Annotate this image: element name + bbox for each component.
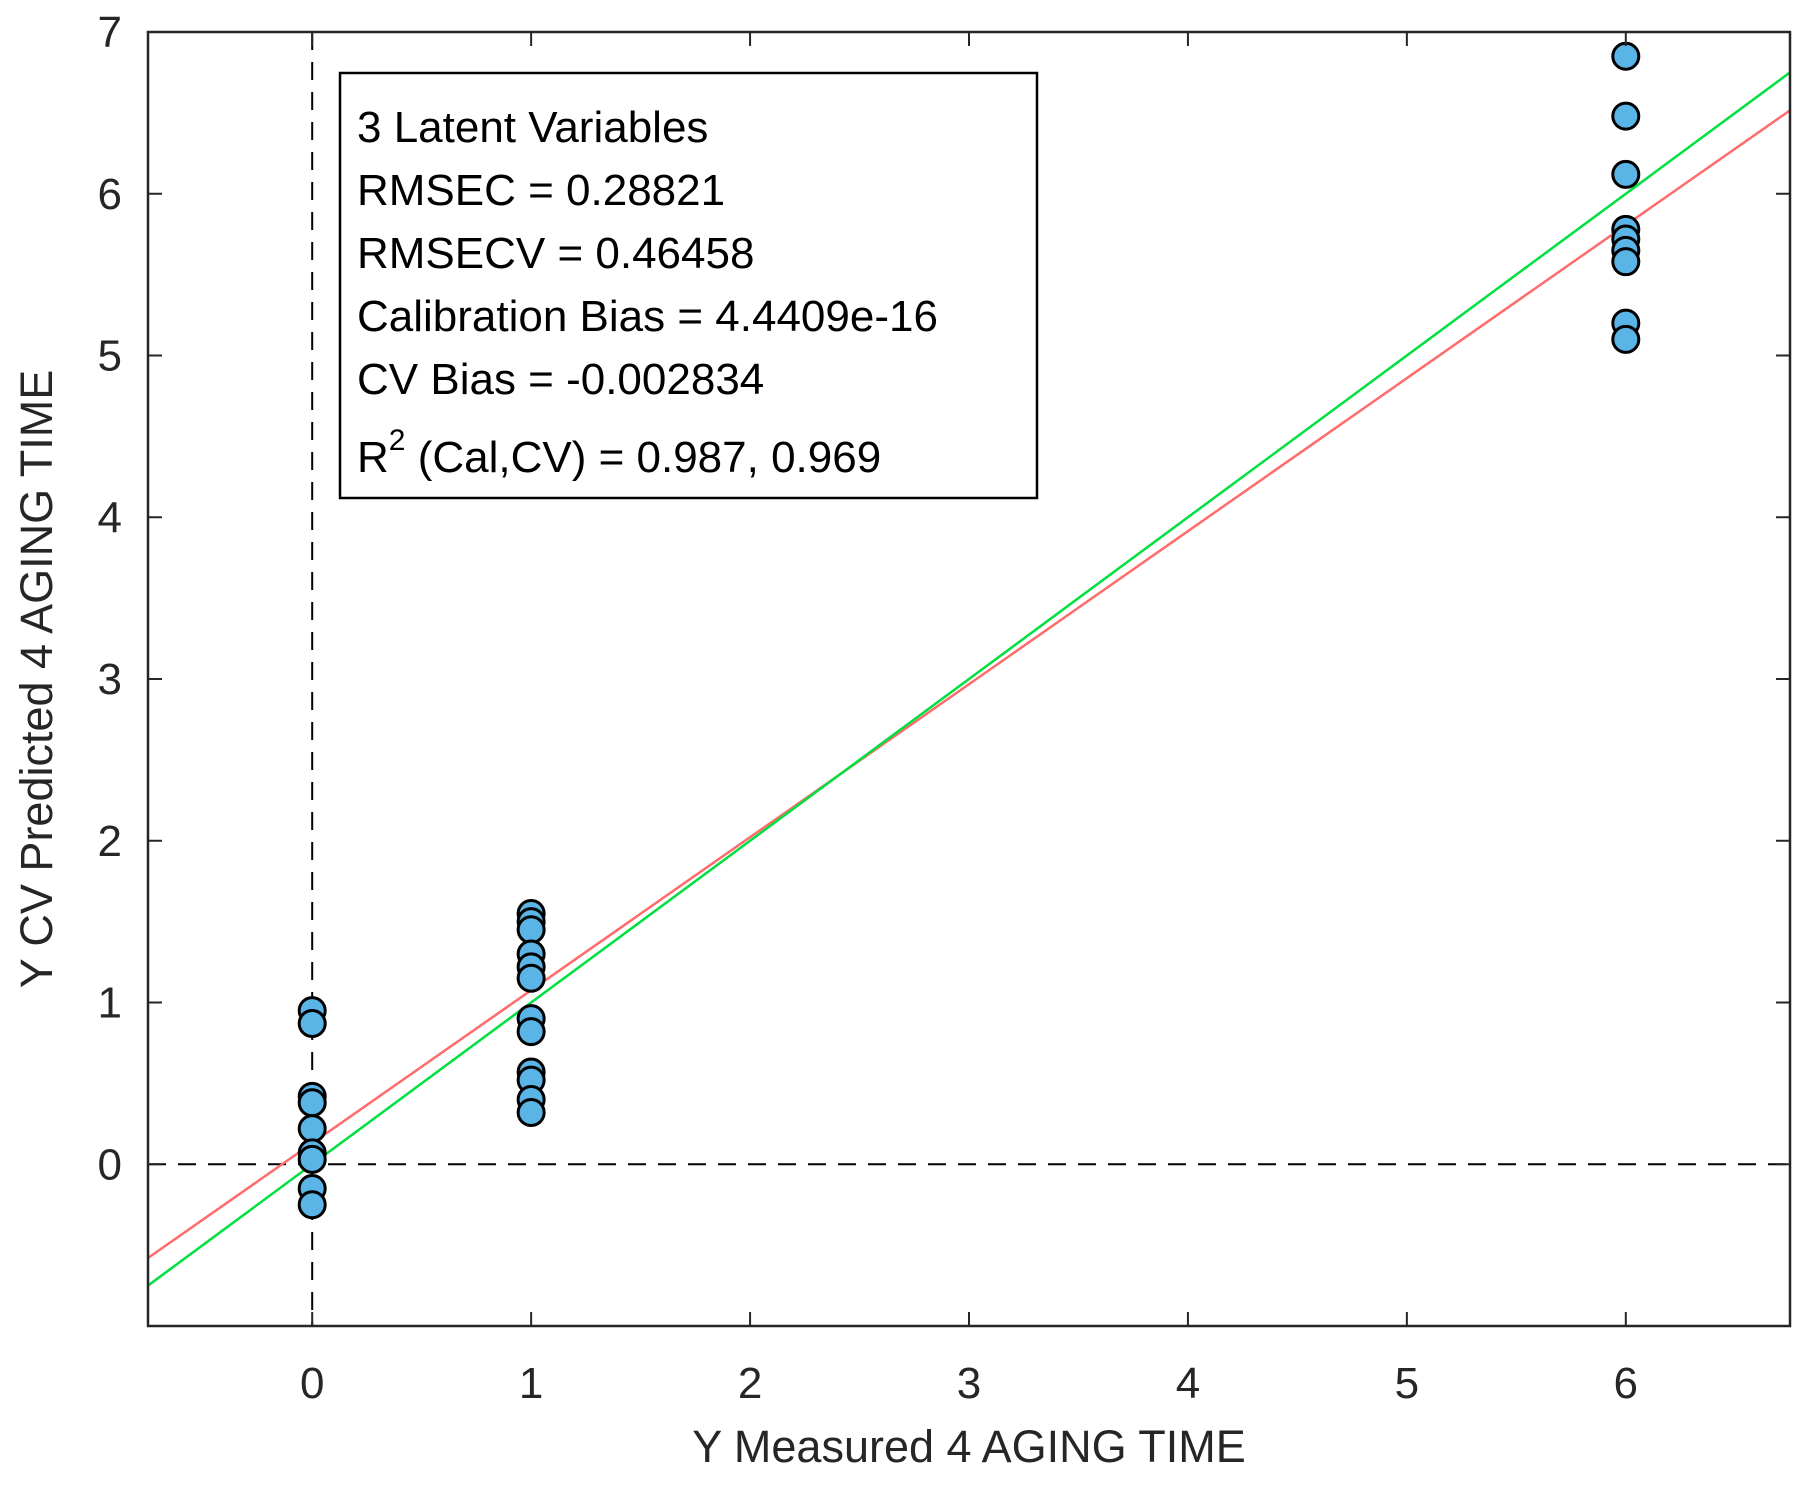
stat-calibration-bias: Calibration Bias = 4.4409e-16	[357, 292, 938, 341]
y-tick-label: 4	[98, 493, 122, 542]
data-point	[297, 1088, 327, 1118]
y-tick-label: 7	[98, 8, 122, 57]
x-tick-label: 5	[1395, 1359, 1419, 1408]
fit-line-green	[148, 71, 1790, 1287]
y-tick-label: 5	[98, 332, 122, 381]
data-point	[516, 1097, 546, 1127]
x-tick-label: 2	[738, 1359, 762, 1408]
stat-r-squared: R2 (Cal,CV) = 0.987, 0.969	[357, 424, 881, 482]
data-point	[516, 963, 546, 993]
data-point	[516, 1017, 546, 1047]
stats-box-frame	[338, 71, 1039, 500]
y-tick-label: 1	[98, 979, 122, 1028]
x-tick-label: 3	[957, 1359, 981, 1408]
x-axis-title: Y Measured 4 AGING TIME	[692, 1421, 1246, 1472]
data-point	[297, 1114, 327, 1144]
y-tick-label: 0	[98, 1140, 122, 1189]
r2-rest: (Cal,CV) = 0.987, 0.969	[405, 433, 881, 482]
data-point	[516, 915, 546, 945]
stat-cv-bias: CV Bias = -0.002834	[357, 355, 764, 404]
stat-rmsec: RMSEC = 0.28821	[357, 166, 725, 215]
r2-superscript: 2	[389, 424, 406, 457]
x-tick-label: 4	[1176, 1359, 1200, 1408]
stat-latent-variables: 3 Latent Variables	[357, 103, 708, 152]
y-tick-label: 6	[98, 170, 122, 219]
data-point	[1611, 159, 1641, 189]
data-point	[1611, 41, 1641, 71]
plot-area	[148, 32, 1790, 1326]
r2-base: R	[357, 433, 389, 482]
data-point	[1611, 324, 1641, 354]
y-tick-label: 2	[98, 817, 122, 866]
x-tick-label: 6	[1614, 1359, 1638, 1408]
y-axis-title: Y CV Predicted 4 AGING TIME	[11, 370, 62, 989]
data-point	[297, 1144, 327, 1174]
x-tick-label: 1	[519, 1359, 543, 1408]
fit-line-red	[148, 109, 1790, 1260]
stats-legend-box: 3 Latent Variables RMSEC = 0.28821 RMSEC…	[338, 71, 1039, 500]
x-tick-label: 0	[300, 1359, 324, 1408]
stat-rmsecv: RMSECV = 0.46458	[357, 229, 754, 278]
data-point	[297, 1009, 327, 1039]
data-point	[1611, 101, 1641, 131]
data-point	[297, 1190, 327, 1220]
y-tick-label: 3	[98, 655, 122, 704]
data-point	[1611, 247, 1641, 277]
